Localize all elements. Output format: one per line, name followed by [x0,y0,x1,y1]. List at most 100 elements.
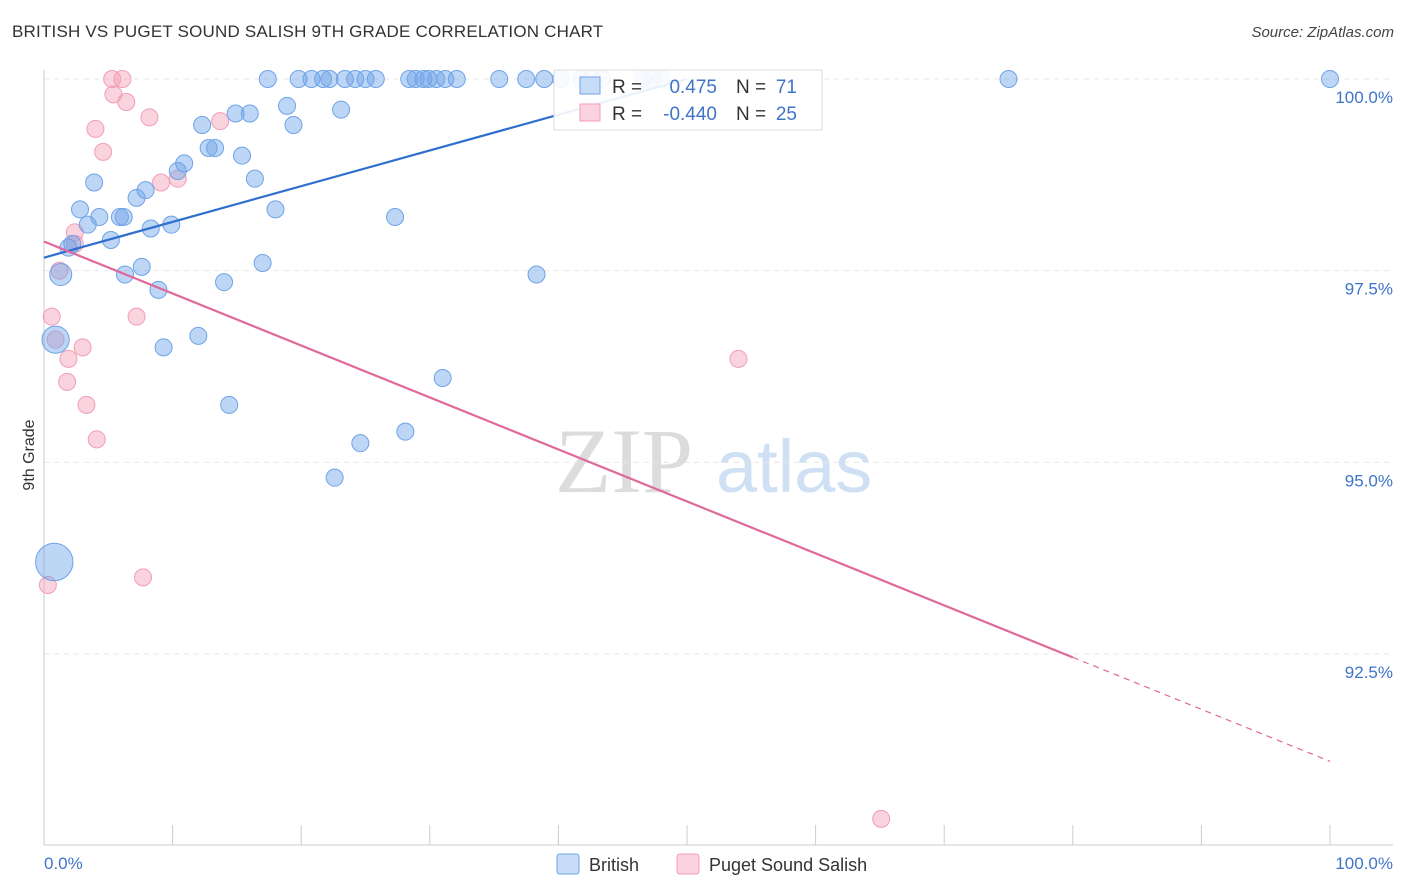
british-r-value: 0.475 [669,77,717,98]
x-tick-marks [43,825,1331,845]
british-point [433,369,452,387]
british-swatch [579,76,601,95]
british-point [49,262,73,287]
y-axis-label: 9th Grade [21,419,38,490]
series-legend: British Puget Sound Salish [556,853,867,875]
british-point [325,468,344,487]
y-tick-label: 95.0% [1345,471,1393,490]
british-r-label: R = [612,77,642,98]
salish-point [58,372,77,391]
y-tick-label: 100.0% [1335,88,1393,107]
watermark: ZIP atlas [555,410,872,512]
british-point [999,70,1018,88]
salish-point [103,70,122,88]
legend-british-swatch [556,853,580,875]
british-n-value: 71 [776,77,797,98]
salish-point [134,568,153,587]
salish-r-label: R = [612,104,642,125]
british-point [71,200,90,219]
british-point [90,208,109,226]
british-point [215,273,234,292]
salish-point [46,330,65,349]
british-point [366,70,385,88]
watermark-zip: ZIP [555,410,693,512]
salish-trend-line [43,240,1074,659]
y-tick-labels: 92.5% 95.0% 97.5% 100.0% [1335,88,1393,682]
salish-point [73,338,92,357]
salish-point [211,112,230,131]
british-point [278,96,297,115]
british-point [233,146,252,165]
british-n-label: N = [736,77,766,98]
salish-point [127,307,146,326]
british-point [400,70,419,88]
salish-n-label: N = [736,104,766,125]
salish-n-value: 25 [776,104,797,125]
british-point [175,154,194,173]
british-point [85,173,104,192]
british-point [189,326,208,345]
british-point [396,422,415,441]
salish-point [152,173,171,192]
chart-title: BRITISH VS PUGET SOUND SALISH 9TH GRADE … [12,22,604,41]
british-point [132,257,151,276]
watermark-atlas: atlas [716,425,872,508]
british-points [35,70,1339,582]
british-point [199,139,218,157]
british-point [136,181,155,200]
british-point [258,70,277,88]
source-credit: Source: ZipAtlas.com [1251,24,1394,41]
salish-point [729,349,748,368]
british-point [245,169,264,188]
salish-trend-extension [1072,656,1331,762]
salish-point [140,108,159,127]
british-point [168,162,187,180]
x-tick-label-max: 100.0% [1335,854,1393,873]
british-point [240,104,259,123]
salish-point [59,349,78,368]
salish-point [872,809,891,828]
british-point [1321,70,1339,88]
legend-british-label: British [589,855,639,875]
british-point [320,70,339,88]
salish-point [168,169,187,188]
x-tick-label-min: 0.0% [44,854,83,873]
british-point [193,116,212,134]
british-point [527,265,546,284]
salish-r-value: -0.440 [663,104,717,125]
salish-point [77,395,96,414]
british-point [266,200,285,219]
british-point [356,70,375,88]
british-point [490,70,509,88]
british-point [220,395,239,414]
british-point [535,70,554,88]
salish-swatch [579,103,601,122]
british-point [127,188,146,207]
salish-point [94,142,113,161]
stats-legend: R = 0.475 N = 71 R = -0.440 N = 25 [553,69,823,131]
salish-point [86,119,105,138]
british-point [314,70,333,88]
british-point [427,70,446,88]
british-point [406,70,425,88]
british-point [226,104,245,123]
british-point [414,70,433,88]
gridlines [44,78,1393,655]
british-point [289,70,308,88]
legend-salish-label: Puget Sound Salish [709,855,867,875]
british-point [253,254,272,272]
british-point [332,100,351,119]
british-point [154,338,173,357]
british-point [114,208,133,226]
british-point [110,208,129,226]
legend-salish-swatch [676,853,700,875]
british-point [346,70,365,88]
salish-point [113,70,132,88]
british-point [35,542,74,582]
salish-point [87,430,106,449]
british-point [517,70,536,88]
british-point [284,116,303,134]
british-point [335,70,354,88]
british-point [351,434,370,453]
